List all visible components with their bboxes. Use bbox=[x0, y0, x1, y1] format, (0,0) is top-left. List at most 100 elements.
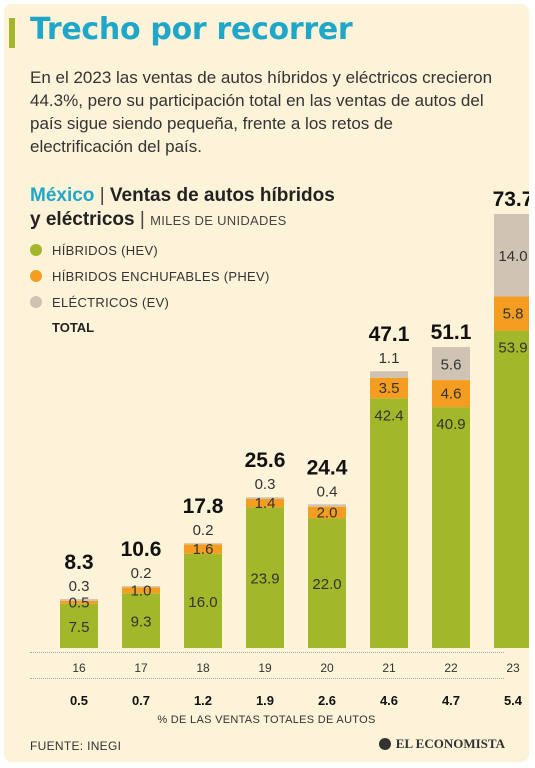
legend-swatch-hev bbox=[30, 244, 42, 256]
share-value-22: 4.7 bbox=[442, 693, 460, 708]
label-total-22: 51.1 bbox=[431, 321, 472, 344]
x-tick-23: 23 bbox=[506, 661, 520, 675]
legend-swatch-ev bbox=[30, 296, 42, 308]
label-total-17: 10.6 bbox=[121, 538, 162, 561]
legend-item-phev: HÍBRIDOS ENCHUFABLES (PHEV) bbox=[30, 263, 270, 289]
bar-hev-16 bbox=[60, 603, 98, 648]
bar-phev-17 bbox=[122, 587, 160, 594]
label-ev-18: 0.2 bbox=[193, 522, 214, 539]
axis-rule-top bbox=[30, 652, 504, 653]
bar-hev-17 bbox=[122, 593, 160, 648]
share-value-16: 0.5 bbox=[70, 693, 88, 708]
bar-ev-19 bbox=[246, 497, 284, 500]
heading-separator-2: | bbox=[139, 209, 145, 230]
axis-rule-bottom bbox=[30, 678, 504, 679]
label-total-19: 25.6 bbox=[245, 449, 286, 472]
bar-ev-16 bbox=[60, 599, 98, 601]
share-value-20: 2.6 bbox=[318, 693, 336, 708]
label-hev-20: 22.0 bbox=[312, 576, 341, 593]
chart-unit: MILES DE UNIDADES bbox=[150, 213, 287, 228]
label-ev-19: 0.3 bbox=[255, 476, 276, 493]
label-hev-19: 23.9 bbox=[250, 571, 279, 588]
bar-phev-22 bbox=[432, 380, 470, 408]
bar-ev-18 bbox=[184, 543, 222, 545]
share-value-18: 1.2 bbox=[194, 693, 212, 708]
legend-item-hev: HÍBRIDOS (HEV) bbox=[30, 237, 270, 263]
label-hev-18: 16.0 bbox=[188, 594, 217, 611]
bar-ev-17 bbox=[122, 586, 160, 588]
label-phev-18: 1.6 bbox=[193, 541, 214, 558]
label-phev-23: 5.8 bbox=[503, 306, 524, 323]
label-total-23: 73.7 bbox=[493, 188, 529, 211]
label-hev-16: 7.5 bbox=[69, 619, 90, 636]
bar-hev-19 bbox=[246, 507, 284, 648]
label-ev-16: 0.3 bbox=[69, 578, 90, 595]
label-phev-17: 1.0 bbox=[131, 582, 152, 599]
x-tick-17: 17 bbox=[134, 661, 148, 675]
share-value-23: 5.4 bbox=[504, 693, 523, 708]
bar-phev-21 bbox=[370, 377, 408, 399]
label-phev-21: 3.5 bbox=[379, 380, 400, 397]
x-tick-21: 21 bbox=[382, 661, 396, 675]
label-ev-17: 0.2 bbox=[131, 565, 152, 582]
bar-hev-21 bbox=[370, 398, 408, 648]
label-hev-23: 53.9 bbox=[498, 340, 527, 357]
label-total-16: 8.3 bbox=[64, 551, 93, 574]
label-phev-16: 0.5 bbox=[69, 594, 90, 611]
label-total-18: 17.8 bbox=[183, 495, 224, 518]
chart-heading: México | Ventas de autos híbridos y eléc… bbox=[30, 184, 410, 233]
bar-phev-16 bbox=[60, 600, 98, 604]
x-tick-18: 18 bbox=[196, 661, 210, 675]
bar-ev-22 bbox=[432, 347, 470, 381]
chart-country: México bbox=[30, 185, 95, 206]
label-hev-17: 9.3 bbox=[131, 614, 152, 631]
label-ev-21: 1.1 bbox=[379, 350, 400, 367]
label-phev-20: 2.0 bbox=[317, 505, 338, 522]
legend-label-phev: HÍBRIDOS ENCHUFABLES (PHEV) bbox=[52, 268, 270, 284]
chart-title-part1: Ventas de autos híbridos bbox=[109, 185, 335, 206]
bar-ev-21 bbox=[370, 371, 408, 378]
brand-logo: EL ECONOMISTA bbox=[378, 736, 505, 752]
label-total-20: 24.4 bbox=[307, 456, 348, 479]
brand-name: EL ECONOMISTA bbox=[395, 736, 505, 751]
chart-legend: HÍBRIDOS (HEV) HÍBRIDOS ENCHUFABLES (PHE… bbox=[30, 237, 270, 341]
bar-ev-20 bbox=[308, 504, 346, 507]
x-tick-22: 22 bbox=[444, 661, 458, 675]
infographic-card: Trecho por recorrer En el 2023 las venta… bbox=[4, 4, 529, 762]
bar-hev-23 bbox=[494, 330, 529, 648]
bar-ev-23 bbox=[494, 214, 529, 297]
label-phev-19: 1.4 bbox=[255, 495, 276, 512]
label-ev-23: 14.0 bbox=[498, 248, 527, 265]
label-phev-22: 4.6 bbox=[441, 386, 462, 403]
x-tick-16: 16 bbox=[72, 661, 86, 675]
bar-hev-20 bbox=[308, 518, 346, 648]
x-tick-19: 19 bbox=[258, 661, 272, 675]
label-total-21: 47.1 bbox=[369, 323, 410, 346]
bar-phev-23 bbox=[494, 296, 529, 331]
label-hev-21: 42.4 bbox=[374, 407, 403, 424]
share-axis-label: % DE LAS VENTAS TOTALES DE AUTOS bbox=[157, 714, 376, 726]
label-ev-22: 5.6 bbox=[441, 357, 462, 374]
bar-phev-20 bbox=[308, 506, 346, 519]
title-accent-bar bbox=[9, 18, 15, 48]
stacked-bar-chart: 7.50.50.38.3160.59.31.00.210.6170.716.01… bbox=[60, 188, 529, 708]
page-title: Trecho por recorrer bbox=[30, 12, 353, 47]
label-hev-22: 40.9 bbox=[436, 416, 465, 433]
intro-paragraph: En el 2023 las ventas de autos híbridos … bbox=[30, 68, 493, 156]
legend-item-ev: ELÉCTRICOS (EV) bbox=[30, 289, 270, 315]
chart-title-part2: y eléctricos bbox=[30, 209, 135, 230]
brand-mark-icon bbox=[378, 738, 391, 750]
bar-phev-19 bbox=[246, 499, 284, 508]
share-value-21: 4.6 bbox=[380, 693, 398, 708]
heading-separator: | bbox=[99, 185, 105, 206]
source-note: FUENTE: INEGI bbox=[30, 739, 122, 753]
label-ev-20: 0.4 bbox=[317, 483, 338, 500]
legend-total-label: TOTAL bbox=[52, 320, 95, 335]
share-value-17: 0.7 bbox=[132, 693, 150, 708]
bar-phev-18 bbox=[184, 544, 222, 554]
legend-swatch-phev bbox=[30, 270, 42, 282]
share-value-19: 1.9 bbox=[256, 693, 274, 708]
x-tick-20: 20 bbox=[320, 661, 334, 675]
bar-hev-18 bbox=[184, 553, 222, 648]
legend-label-hev: HÍBRIDOS (HEV) bbox=[52, 242, 159, 258]
